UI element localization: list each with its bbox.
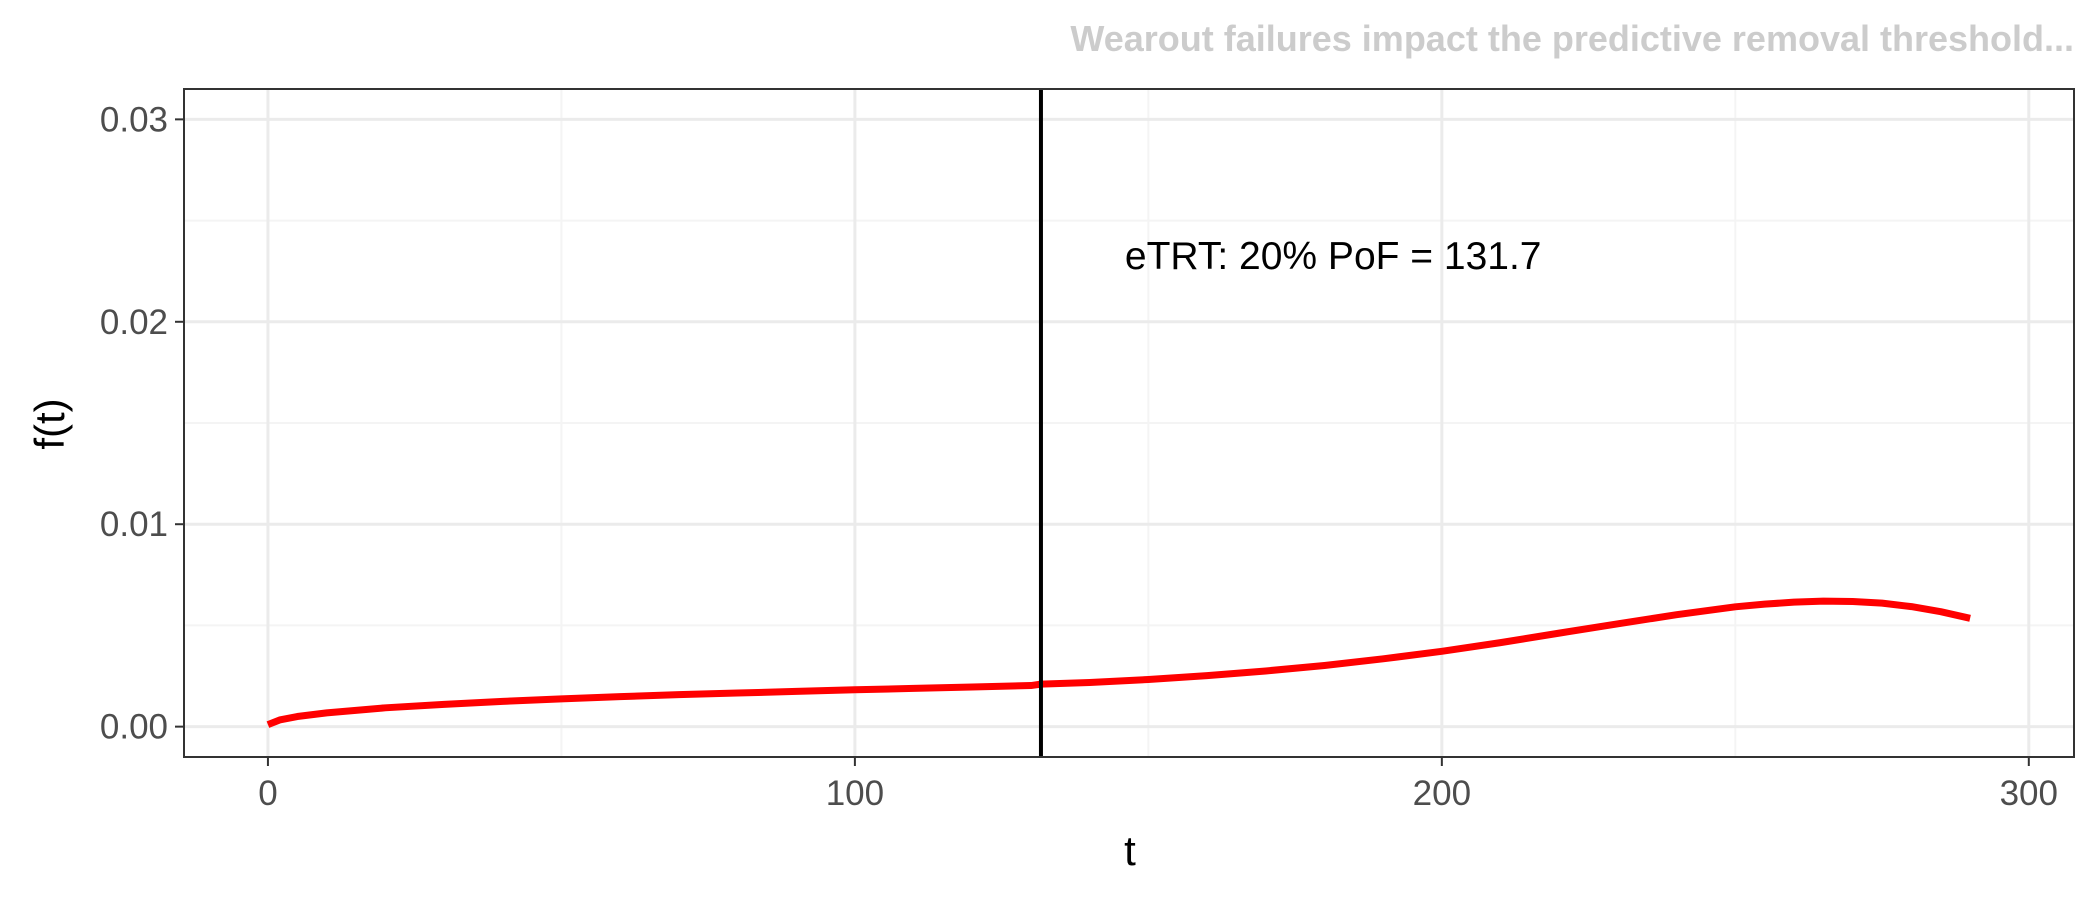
x-tick-label: 200 — [1413, 774, 1471, 813]
y-tick-label: 0.02 — [100, 303, 168, 342]
series-line-0 — [266, 597, 1971, 728]
y-tick-label: 0.00 — [100, 708, 168, 747]
x-tick-label: 0 — [258, 774, 277, 813]
y-tick-label: 0.01 — [100, 505, 168, 544]
x-tick-label: 300 — [2000, 774, 2058, 813]
grid-major — [184, 89, 2074, 757]
annotation-label: eTRT: 20% PoF = 131.7 — [1125, 235, 1542, 278]
chart-subtitle: Wearout failures impact the predictive r… — [1070, 18, 2074, 59]
y-tick-label: 0.03 — [100, 100, 168, 139]
panel-border — [183, 88, 2075, 758]
x-tick-label: 100 — [826, 774, 884, 813]
annotation-layer: eTRT: 20% PoF = 131.7 — [1125, 235, 1542, 278]
y-axis-label: f(t) — [26, 398, 73, 449]
series-layer — [266, 597, 1971, 728]
ticks-layer: 0 100 200 300 0.00 0.01 0.02 0.03 — [100, 100, 2058, 813]
x-axis-label: t — [1124, 827, 1136, 874]
grid-minor — [184, 89, 2074, 757]
